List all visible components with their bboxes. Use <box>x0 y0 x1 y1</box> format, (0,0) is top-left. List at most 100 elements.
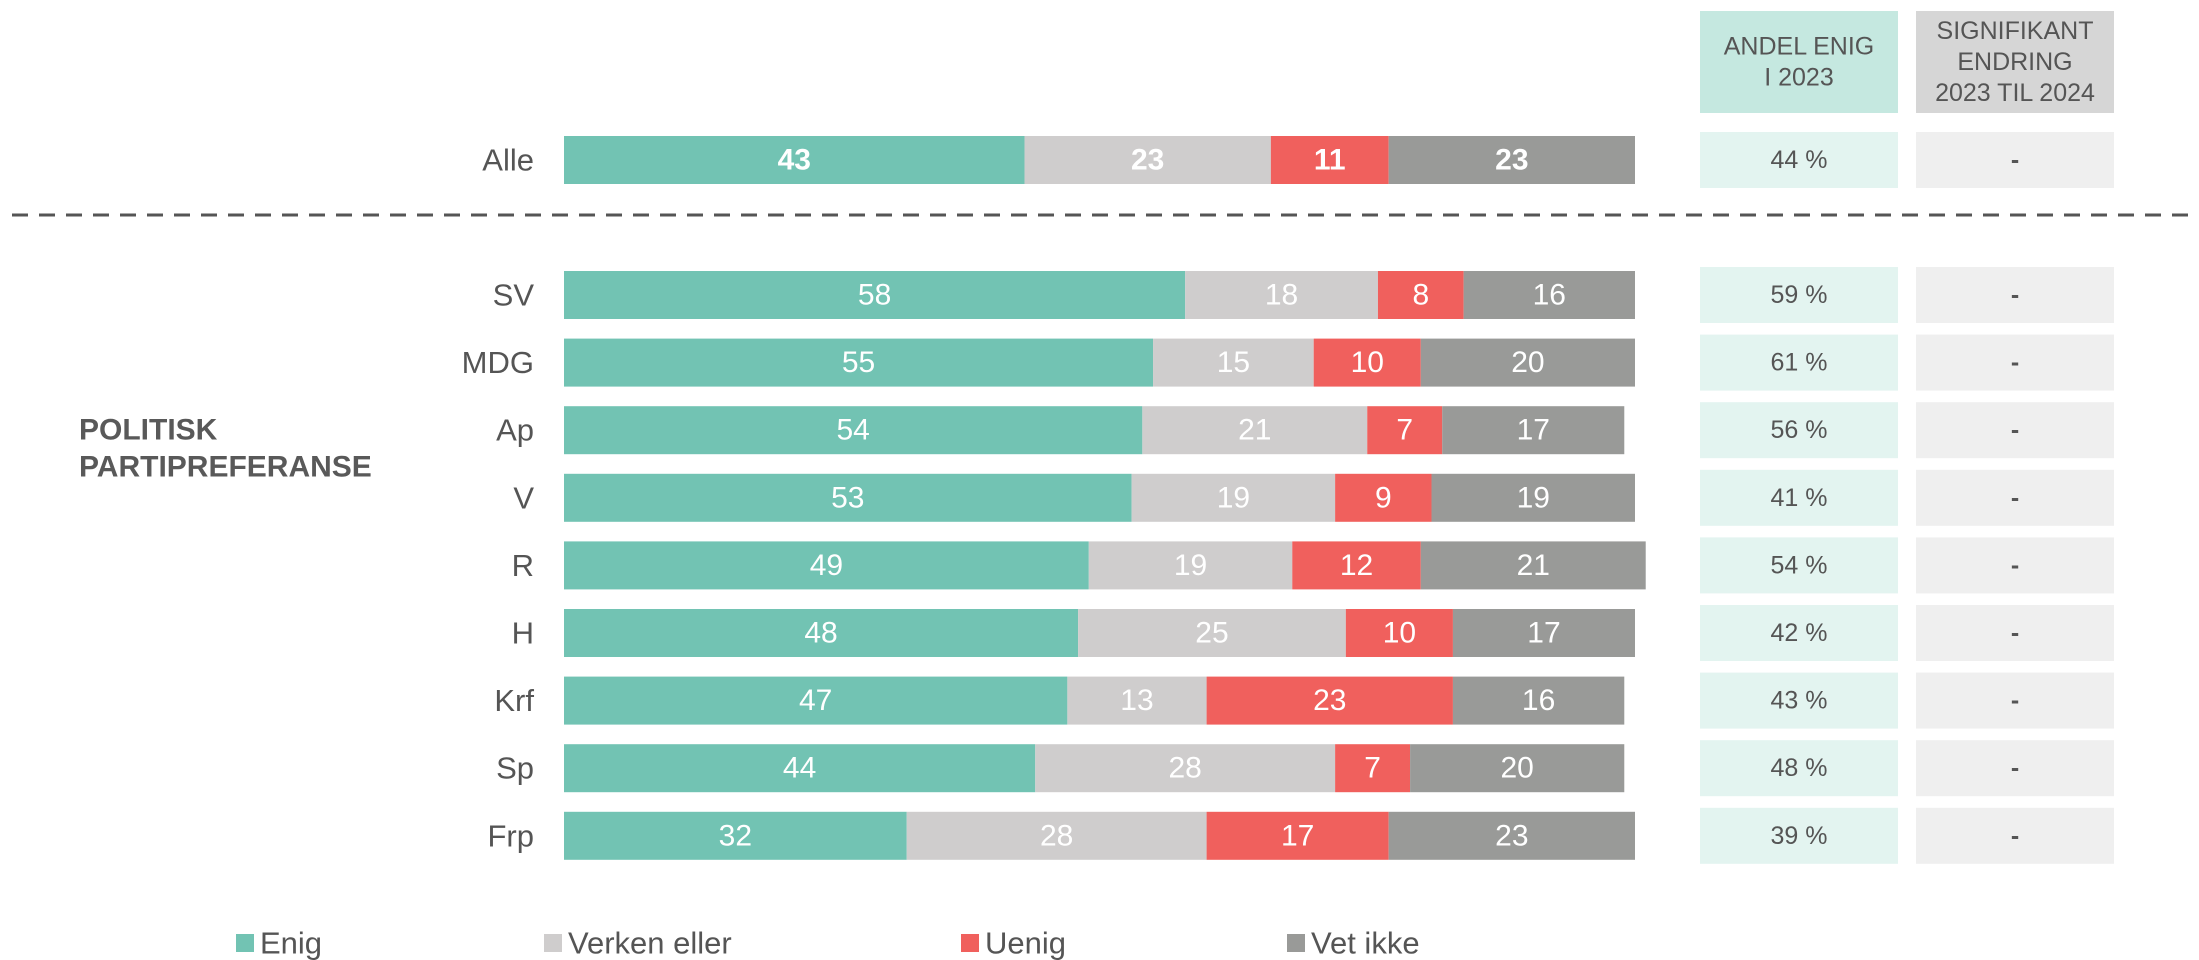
value-label: 48 <box>804 617 837 650</box>
bar-segment <box>1142 406 1368 455</box>
bar-segment <box>1452 609 1635 657</box>
value-label: 20 <box>1501 752 1534 785</box>
value-label: 49 <box>810 549 843 582</box>
category-label: Frp <box>488 818 535 853</box>
value-label: 21 <box>1517 549 1550 582</box>
cell-bg <box>1700 132 1898 188</box>
bar-segment <box>564 338 1154 387</box>
category-label: Alle <box>482 143 534 178</box>
bar-segment <box>1088 541 1293 590</box>
cell: 54 % <box>1771 551 1828 579</box>
cell: - <box>2011 687 2019 715</box>
bar-segment <box>1388 136 1635 184</box>
value-label: 47 <box>799 684 832 717</box>
bar-segment <box>1292 541 1421 590</box>
cell: 56 % <box>1771 416 1828 444</box>
cell: - <box>2011 619 2019 647</box>
value-label: 20 <box>1511 346 1544 379</box>
bar-segment <box>1024 136 1271 184</box>
bar-segment <box>1078 609 1346 657</box>
cell-bg <box>1700 334 1898 391</box>
legend-swatch <box>236 934 254 952</box>
cell-bg <box>1700 402 1898 459</box>
cell: 48 % <box>1771 754 1828 782</box>
bar-segment <box>1452 676 1625 725</box>
value-label: 43 <box>778 144 811 177</box>
category-label: Krf <box>494 683 534 718</box>
bar-segment <box>564 609 1079 657</box>
value-label: 7 <box>1364 752 1381 785</box>
category-label: V <box>513 480 534 515</box>
value-label: 12 <box>1340 549 1373 582</box>
value-label: 21 <box>1238 414 1271 447</box>
cell-bg <box>1700 537 1898 594</box>
bar-segment <box>1206 676 1453 725</box>
cell: - <box>2011 416 2019 444</box>
legend-label: Verken eller <box>568 926 732 960</box>
column-header-bg <box>1700 11 1898 113</box>
value-label: 44 <box>783 752 816 785</box>
value-label: 55 <box>842 346 875 379</box>
value-label: 8 <box>1412 279 1429 312</box>
value-label: 9 <box>1375 481 1392 514</box>
cell-bg <box>1916 334 2114 391</box>
legend-swatch <box>961 934 979 952</box>
cell-bg <box>1916 740 2114 797</box>
bar-segment <box>1035 744 1336 793</box>
value-label: 17 <box>1527 617 1560 650</box>
cell-bg <box>1700 605 1898 661</box>
cell-bg <box>1700 469 1898 526</box>
value-label: 53 <box>831 481 864 514</box>
cell: 43 % <box>1771 687 1828 715</box>
value-label: 10 <box>1383 617 1416 650</box>
bar-segment <box>1420 338 1635 387</box>
category-label: H <box>512 616 534 651</box>
cell-bg <box>1916 537 2114 594</box>
bar-segment <box>564 541 1089 590</box>
cell: - <box>2011 822 2019 850</box>
column-header: I 2023 <box>1764 64 1834 92</box>
legend-swatch <box>1287 934 1305 952</box>
cell: - <box>2011 349 2019 377</box>
value-label: 7 <box>1396 414 1413 447</box>
value-label: 19 <box>1217 481 1250 514</box>
value-label: 28 <box>1168 752 1201 785</box>
value-label: 54 <box>836 414 869 447</box>
cell: - <box>2011 146 2019 174</box>
value-label: 10 <box>1351 346 1384 379</box>
bar-segment <box>1345 609 1453 657</box>
bar-segment <box>1067 676 1207 725</box>
cell-bg <box>1916 605 2114 661</box>
cell: 61 % <box>1771 349 1828 377</box>
cell: 42 % <box>1771 619 1828 647</box>
value-label: 18 <box>1265 279 1298 312</box>
cell-bg <box>1916 672 2114 729</box>
cell-bg <box>1916 402 2114 459</box>
legend-swatch <box>544 934 562 952</box>
value-label: 32 <box>719 819 752 852</box>
value-label: 13 <box>1120 684 1153 717</box>
bar-segment <box>1153 338 1314 387</box>
bar-segment <box>1431 473 1635 522</box>
cell-bg <box>1700 740 1898 797</box>
value-label: 16 <box>1533 279 1566 312</box>
category-label: SV <box>493 278 535 313</box>
bar-segment <box>564 744 1036 793</box>
column-header-bg <box>1916 11 2114 113</box>
bar-segment <box>1442 406 1625 455</box>
cell: - <box>2011 754 2019 782</box>
group-label: POLITISK <box>79 414 218 447</box>
cell: - <box>2011 484 2019 512</box>
column-header: ENDRING <box>1957 48 2072 76</box>
cell: 41 % <box>1771 484 1828 512</box>
value-label: 15 <box>1217 346 1250 379</box>
bar-segment <box>1335 473 1432 522</box>
group-label: PARTIPREFERANSE <box>79 451 372 484</box>
column-header: 2023 TIL 2024 <box>1935 79 2095 107</box>
bar-segment <box>1131 473 1336 522</box>
value-label: 17 <box>1281 819 1314 852</box>
cell-bg <box>1700 672 1898 729</box>
value-label: 58 <box>858 279 891 312</box>
value-label: 28 <box>1040 819 1073 852</box>
bar-segment <box>564 271 1186 319</box>
